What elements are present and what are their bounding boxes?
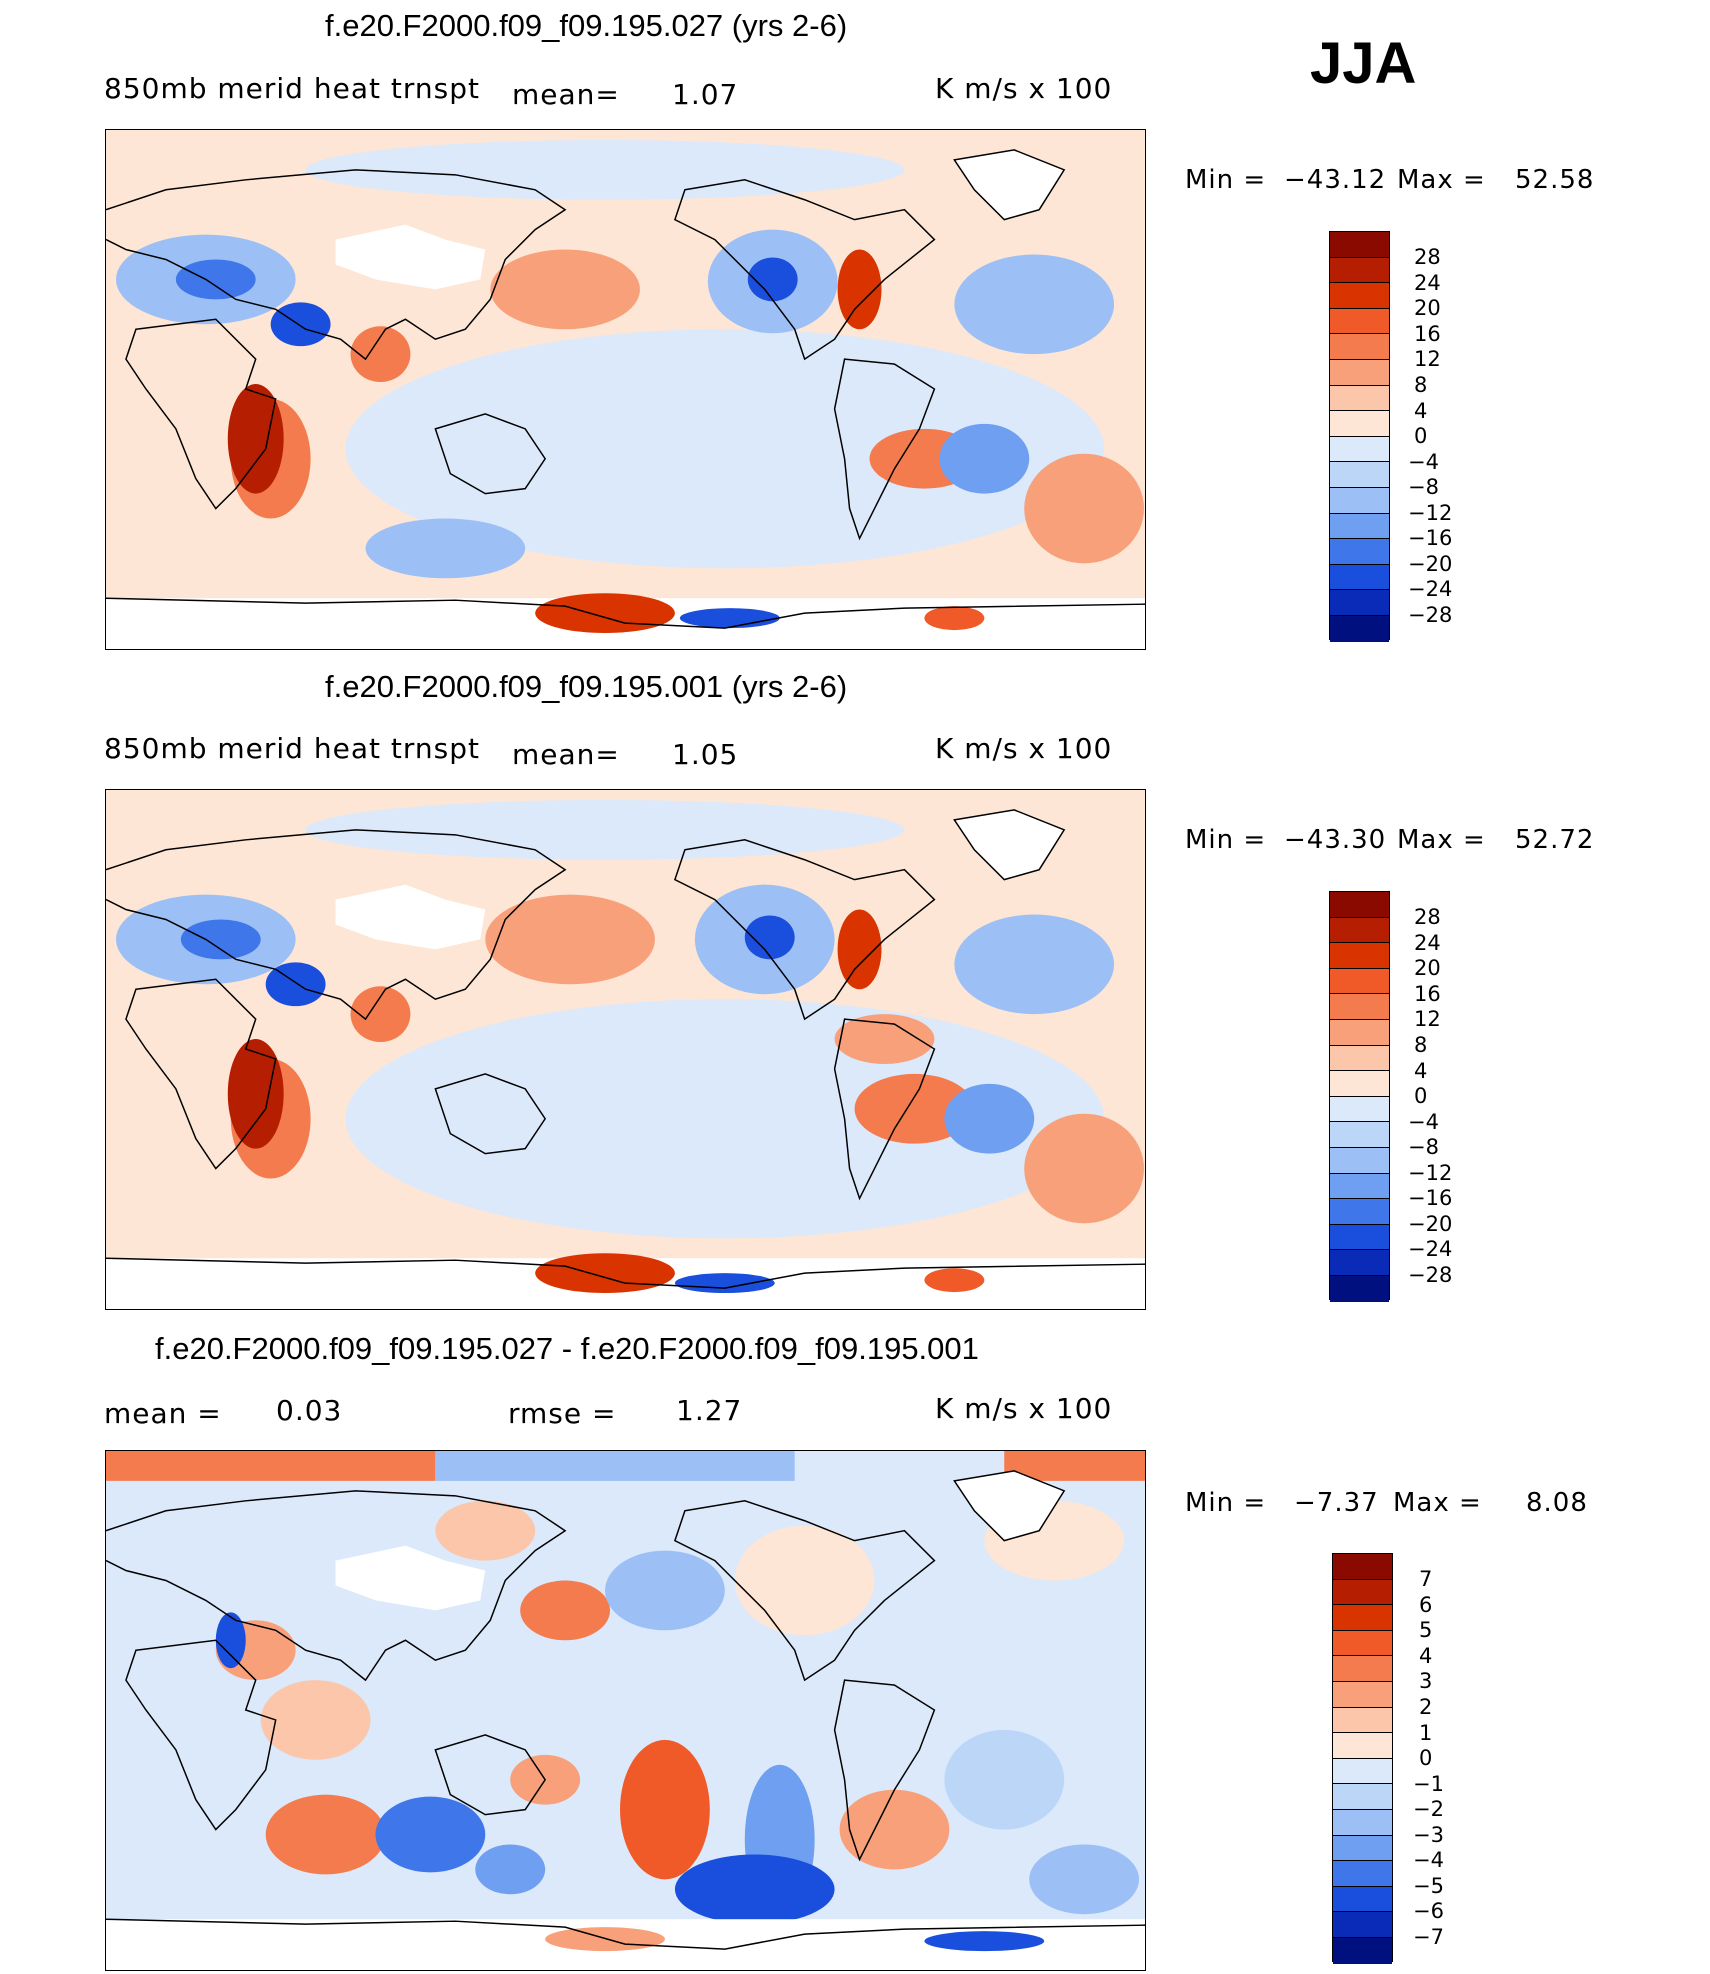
- greenland: [953, 149, 1066, 221]
- panel3-tick: 1: [1419, 1721, 1433, 1745]
- panel2-tick: 8: [1414, 1033, 1428, 1057]
- antarctic-coast: [106, 597, 1145, 629]
- panel3-tick: 6: [1419, 1593, 1433, 1617]
- panel3-map: [105, 1450, 1146, 1971]
- panel3-tick: 0: [1419, 1746, 1433, 1770]
- panel1-tick: −8: [1408, 475, 1439, 499]
- panel1-max-label: Max =: [1397, 165, 1486, 195]
- panel3-rmse-value: 1.27: [676, 1394, 743, 1427]
- panel3-max-label: Max =: [1393, 1488, 1482, 1518]
- panel2-min-value: −43.30: [1284, 825, 1387, 855]
- panel2-tick: −28: [1408, 1263, 1453, 1287]
- panel1-tick: 12: [1414, 347, 1441, 371]
- panel1-max-value: 52.58: [1515, 165, 1595, 195]
- panel2-tick: 20: [1414, 956, 1441, 980]
- panel2-title: f.e20.F2000.f09_f09.195.001 (yrs 2-6): [325, 669, 848, 704]
- panel3-units: K m/s x 100: [935, 1392, 1113, 1425]
- panel1-tick: −20: [1408, 552, 1453, 576]
- arctic-negative: [305, 139, 905, 200]
- panel3-tick: −7: [1413, 1925, 1444, 1949]
- panel2-max-value: 52.72: [1515, 825, 1595, 855]
- panel3-min-label: Min =: [1185, 1488, 1267, 1518]
- panel2-max-label: Max =: [1397, 825, 1486, 855]
- panel3-tick: −3: [1413, 1823, 1444, 1847]
- panel2-mean-value: 1.05: [672, 738, 739, 771]
- panel2-mean-label: mean=: [512, 738, 620, 771]
- panel1-tick: −4: [1408, 450, 1439, 474]
- panel1-tick: −28: [1408, 603, 1453, 627]
- panel2-tick: 28: [1414, 905, 1441, 929]
- panel1-tick: 0: [1414, 424, 1428, 448]
- panel1-units: K m/s x 100: [935, 72, 1113, 105]
- panel1-map-svg: [106, 130, 1145, 649]
- panel1-variable: 850mb merid heat trnspt: [104, 72, 480, 105]
- panel1-mean-label: mean=: [512, 78, 620, 111]
- tibet-mask: [335, 224, 486, 290]
- panel1-tick: −16: [1408, 526, 1453, 550]
- panel1-tick: 24: [1414, 271, 1441, 295]
- panel2-tick: −12: [1408, 1161, 1453, 1185]
- panel2-colorbar: [1329, 891, 1390, 1302]
- panel1-colorbar: [1329, 231, 1390, 642]
- panel3-tick: 5: [1419, 1618, 1433, 1642]
- panel3-tick: 7: [1419, 1567, 1433, 1591]
- panel3-tick: 3: [1419, 1669, 1433, 1693]
- panel1-tick: 28: [1414, 245, 1441, 269]
- australia-coast: [434, 413, 547, 495]
- panel2-tick: 4: [1414, 1059, 1428, 1083]
- panel3-mean-label: mean =: [104, 1397, 222, 1430]
- panel2-tick: −24: [1408, 1237, 1453, 1261]
- panel1-min-value: −43.12: [1284, 165, 1387, 195]
- panel3-tick: 4: [1419, 1644, 1433, 1668]
- panel3-tick: −1: [1413, 1772, 1444, 1796]
- panel3-title: f.e20.F2000.f09_f09.195.027 - f.e20.F200…: [155, 1331, 979, 1366]
- tropical-negative: [345, 329, 1105, 569]
- panel2-tick: 24: [1414, 931, 1441, 955]
- panel3-colorbar: [1332, 1553, 1393, 1964]
- panel3-mean-value: 0.03: [276, 1394, 343, 1427]
- panel1-tick: 4: [1414, 399, 1428, 423]
- eurasia-coast: [106, 169, 567, 361]
- panel1-min-label: Min =: [1185, 165, 1267, 195]
- season-label: JJA: [1310, 31, 1417, 96]
- panel1-map: [105, 129, 1146, 650]
- panel3-min-value: −7.37: [1294, 1488, 1379, 1518]
- panel1-mean-value: 1.07: [672, 78, 739, 111]
- panel2-tick: 12: [1414, 1007, 1441, 1031]
- panel2-min-label: Min =: [1185, 825, 1267, 855]
- panel2-map: [105, 789, 1146, 1310]
- panel2-tick: −20: [1408, 1212, 1453, 1236]
- n-atlantic-negative: [954, 254, 1115, 355]
- south-america-coast: [833, 358, 936, 541]
- panel3-map-svg: [106, 1451, 1145, 1970]
- panel3-tick: −4: [1413, 1848, 1444, 1872]
- nw-pacific-positive: [490, 249, 640, 330]
- panel1-tick: 8: [1414, 373, 1428, 397]
- panel3-tick: −5: [1413, 1874, 1444, 1898]
- panel3-rmse-label: rmse =: [508, 1397, 617, 1430]
- panel3-tick: −6: [1413, 1899, 1444, 1923]
- panel3-max-value: 8.08: [1526, 1488, 1588, 1518]
- panel2-units: K m/s x 100: [935, 732, 1113, 765]
- africa-coast: [125, 318, 277, 510]
- north-america-coast: [673, 179, 936, 361]
- panel1-tick: 20: [1414, 296, 1441, 320]
- panel1-tick: 16: [1414, 322, 1441, 346]
- panel1-title: f.e20.F2000.f09_f09.195.027 (yrs 2-6): [325, 8, 848, 43]
- panel2-map-svg: [106, 790, 1145, 1309]
- panel1-tick: −12: [1408, 501, 1453, 525]
- panel3-tick: 2: [1419, 1695, 1433, 1719]
- panel2-tick: 0: [1414, 1084, 1428, 1108]
- panel2-tick: −16: [1408, 1186, 1453, 1210]
- panel3-tick: −2: [1413, 1797, 1444, 1821]
- panel2-variable: 850mb merid heat trnspt: [104, 732, 480, 765]
- panel2-tick: −4: [1408, 1110, 1439, 1134]
- panel1-tick: −24: [1408, 577, 1453, 601]
- panel2-tick: 16: [1414, 982, 1441, 1006]
- panel2-tick: −8: [1408, 1135, 1439, 1159]
